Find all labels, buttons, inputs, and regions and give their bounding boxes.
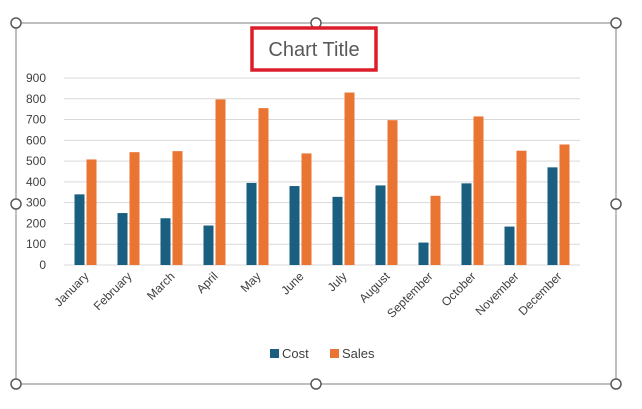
y-tick-label: 600 (26, 133, 46, 147)
bar-cost-march[interactable] (160, 218, 171, 265)
bar-sales-december[interactable] (559, 144, 570, 265)
bar-sales-july[interactable] (344, 92, 355, 266)
bar-cost-october[interactable] (461, 183, 472, 265)
chart-title[interactable]: Chart Title (268, 39, 359, 61)
y-tick-label: 700 (26, 113, 46, 127)
bar-sales-february[interactable] (129, 152, 140, 265)
legend-label-sales[interactable]: Sales (342, 346, 375, 361)
bar-cost-june[interactable] (289, 186, 300, 265)
bar-cost-february[interactable] (117, 213, 128, 265)
resize-handle-bottom[interactable] (310, 378, 322, 390)
bar-cost-january[interactable] (74, 194, 85, 265)
legend-swatch-cost[interactable] (270, 349, 279, 358)
bar-sales-january[interactable] (86, 159, 97, 265)
selection-handles[interactable] (10, 17, 622, 390)
y-tick-label: 400 (26, 175, 46, 189)
plot-bars[interactable] (74, 92, 570, 266)
chart-frame[interactable] (15, 22, 617, 385)
bar-sales-august[interactable] (387, 120, 398, 265)
y-tick-label: 800 (26, 92, 46, 106)
bar-sales-october[interactable] (473, 116, 484, 265)
bar-cost-december[interactable] (547, 167, 558, 265)
y-tick-label: 300 (26, 196, 46, 210)
resize-handle-top-left[interactable] (10, 17, 22, 29)
legend[interactable]: Cost Sales (270, 346, 375, 361)
resize-handle-top-right[interactable] (610, 17, 622, 29)
bar-sales-june[interactable] (301, 153, 312, 265)
bar-sales-september[interactable] (430, 195, 441, 265)
bar-cost-august[interactable] (375, 185, 386, 265)
bar-cost-september[interactable] (418, 242, 429, 265)
resize-handle-bottom-left[interactable] (10, 378, 22, 390)
y-tick-label: 500 (26, 154, 46, 168)
gridlines (64, 77, 580, 266)
y-tick-label: 200 (26, 216, 46, 230)
y-axis-tick-labels: 0 100 200 300 400 500 600 700 800 900 (26, 71, 46, 272)
bar-cost-july[interactable] (332, 196, 343, 265)
bar-cost-november[interactable] (504, 226, 515, 265)
bar-sales-march[interactable] (172, 151, 183, 265)
resize-handle-bottom-right[interactable] (610, 378, 622, 390)
bar-sales-november[interactable] (516, 150, 527, 265)
bar-cost-may[interactable] (246, 182, 257, 265)
y-tick-label: 900 (26, 71, 46, 85)
bar-sales-may[interactable] (258, 108, 269, 265)
resize-handle-left[interactable] (10, 198, 22, 210)
title-highlight-box (250, 26, 378, 72)
y-tick-label: 100 (26, 237, 46, 251)
legend-label-cost[interactable]: Cost (282, 346, 309, 361)
legend-swatch-sales[interactable] (330, 349, 339, 358)
resize-handle-right[interactable] (610, 198, 622, 210)
y-tick-label: 0 (39, 258, 46, 272)
bar-cost-april[interactable] (203, 225, 214, 265)
bar-sales-april[interactable] (215, 99, 226, 265)
